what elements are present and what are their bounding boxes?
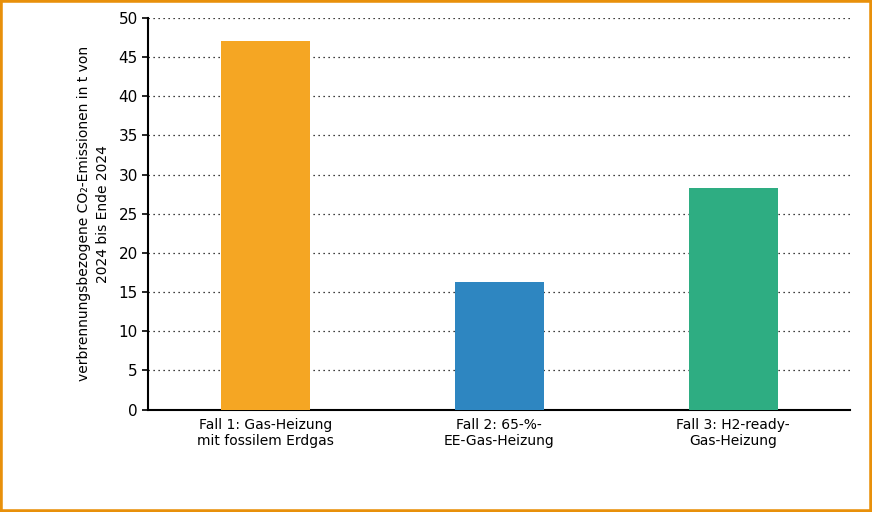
- Bar: [221, 41, 310, 410]
- Y-axis label: verbrennungsbezogene CO₂-Emissionen in t von
2024 bis Ende 2024: verbrennungsbezogene CO₂-Emissionen in t…: [77, 46, 110, 381]
- Bar: [689, 188, 778, 410]
- Bar: [455, 282, 543, 410]
